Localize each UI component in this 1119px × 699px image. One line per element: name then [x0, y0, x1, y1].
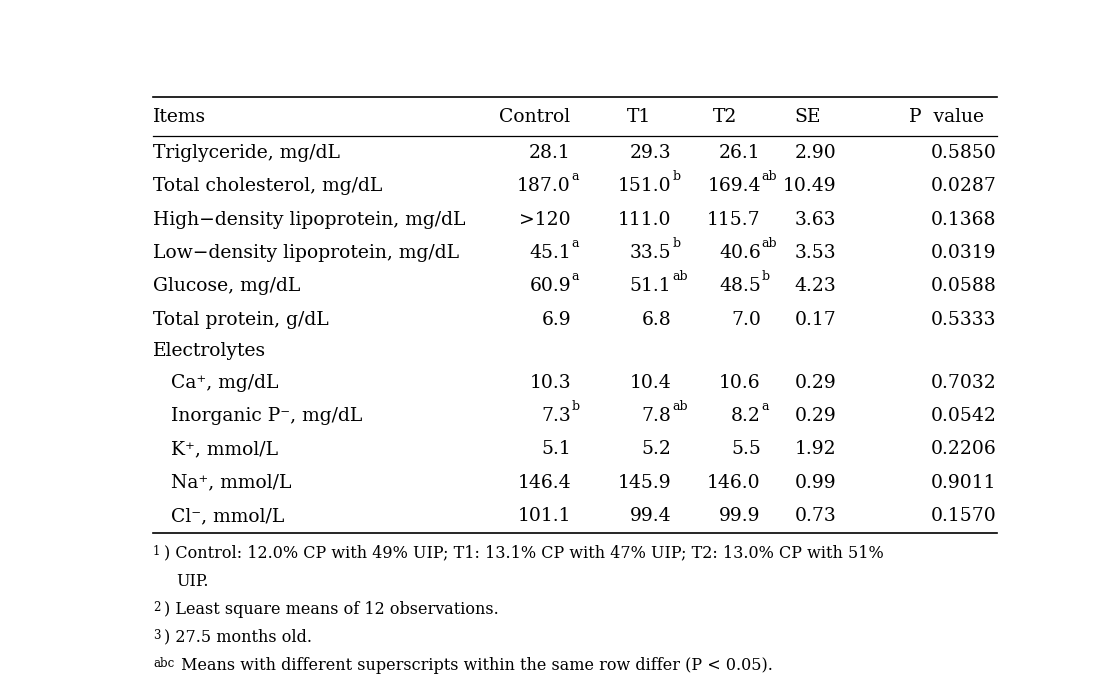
Text: 99.9: 99.9	[720, 507, 761, 525]
Text: 4.23: 4.23	[794, 278, 836, 295]
Text: a: a	[572, 170, 580, 183]
Text: 10.6: 10.6	[720, 373, 761, 391]
Text: 99.4: 99.4	[630, 507, 671, 525]
Text: 33.5: 33.5	[630, 244, 671, 262]
Text: 10.49: 10.49	[782, 177, 836, 195]
Text: 26.1: 26.1	[720, 144, 761, 161]
Text: 151.0: 151.0	[618, 177, 671, 195]
Text: 146.0: 146.0	[707, 474, 761, 491]
Text: 7.8: 7.8	[641, 407, 671, 425]
Text: Glucose, mg/dL: Glucose, mg/dL	[153, 278, 300, 295]
Text: ab: ab	[673, 270, 688, 283]
Text: 187.0: 187.0	[517, 177, 571, 195]
Text: 146.4: 146.4	[517, 474, 571, 491]
Text: Inorganic P⁻, mg/dL: Inorganic P⁻, mg/dL	[153, 407, 363, 425]
Text: 0.7032: 0.7032	[931, 373, 997, 391]
Text: Cl⁻, mmol/L: Cl⁻, mmol/L	[153, 507, 284, 525]
Text: 7.3: 7.3	[542, 407, 571, 425]
Text: 6.9: 6.9	[542, 310, 571, 329]
Text: 2: 2	[153, 600, 160, 614]
Text: SE: SE	[794, 108, 821, 127]
Text: 3: 3	[153, 628, 160, 642]
Text: 48.5: 48.5	[718, 278, 761, 295]
Text: Ca⁺, mg/dL: Ca⁺, mg/dL	[153, 373, 279, 391]
Text: 1: 1	[153, 545, 160, 558]
Text: 5.5: 5.5	[731, 440, 761, 459]
Text: 2.90: 2.90	[794, 144, 836, 161]
Text: b: b	[762, 270, 770, 283]
Text: Means with different superscripts within the same row differ (P < 0.05).: Means with different superscripts within…	[177, 656, 773, 674]
Text: 115.7: 115.7	[707, 210, 761, 229]
Text: 8.2: 8.2	[731, 407, 761, 425]
Text: 60.9: 60.9	[529, 278, 571, 295]
Text: 3.63: 3.63	[794, 210, 836, 229]
Text: 10.3: 10.3	[529, 373, 571, 391]
Text: Electrolytes: Electrolytes	[153, 342, 266, 360]
Text: 111.0: 111.0	[618, 210, 671, 229]
Text: 1.92: 1.92	[794, 440, 836, 459]
Text: 0.99: 0.99	[794, 474, 836, 491]
Text: 29.3: 29.3	[630, 144, 671, 161]
Text: 3.53: 3.53	[794, 244, 836, 262]
Text: UIP.: UIP.	[177, 572, 209, 589]
Text: b: b	[572, 400, 580, 413]
Text: 10.4: 10.4	[630, 373, 671, 391]
Text: 7.0: 7.0	[731, 310, 761, 329]
Text: 0.17: 0.17	[794, 310, 836, 329]
Text: Control: Control	[499, 108, 570, 127]
Text: 0.0588: 0.0588	[931, 278, 997, 295]
Text: 0.29: 0.29	[794, 373, 836, 391]
Text: 0.5850: 0.5850	[931, 144, 997, 161]
Text: 0.5333: 0.5333	[931, 310, 997, 329]
Text: 0.1368: 0.1368	[931, 210, 997, 229]
Text: K⁺, mmol/L: K⁺, mmol/L	[153, 440, 278, 459]
Text: Na⁺, mmol/L: Na⁺, mmol/L	[153, 474, 291, 491]
Text: T1: T1	[627, 108, 650, 127]
Text: ) Control: 12.0% CP with 49% UIP; T1: 13.1% CP with 47% UIP; T2: 13.0% CP with 5: ) Control: 12.0% CP with 49% UIP; T1: 13…	[164, 545, 884, 561]
Text: Items: Items	[153, 108, 206, 127]
Text: High−density lipoprotein, mg/dL: High−density lipoprotein, mg/dL	[153, 210, 466, 229]
Text: 5.1: 5.1	[542, 440, 571, 459]
Text: ) Least square means of 12 observations.: ) Least square means of 12 observations.	[164, 600, 499, 618]
Text: 169.4: 169.4	[707, 177, 761, 195]
Text: ) 27.5 months old.: ) 27.5 months old.	[164, 628, 312, 646]
Text: a: a	[572, 237, 580, 250]
Text: a: a	[762, 400, 769, 413]
Text: 0.73: 0.73	[794, 507, 836, 525]
Text: Triglyceride, mg/dL: Triglyceride, mg/dL	[153, 144, 340, 161]
Text: Low−density lipoprotein, mg/dL: Low−density lipoprotein, mg/dL	[153, 244, 459, 262]
Text: 45.1: 45.1	[529, 244, 571, 262]
Text: 101.1: 101.1	[517, 507, 571, 525]
Text: b: b	[673, 170, 680, 183]
Text: T2: T2	[713, 108, 737, 127]
Text: 0.1570: 0.1570	[931, 507, 997, 525]
Text: ab: ab	[762, 170, 778, 183]
Text: 5.2: 5.2	[641, 440, 671, 459]
Text: Total protein, g/dL: Total protein, g/dL	[153, 310, 329, 329]
Text: 28.1: 28.1	[529, 144, 571, 161]
Text: 0.0542: 0.0542	[931, 407, 997, 425]
Text: a: a	[572, 270, 580, 283]
Text: 0.0287: 0.0287	[931, 177, 997, 195]
Text: ab: ab	[673, 400, 688, 413]
Text: 0.29: 0.29	[794, 407, 836, 425]
Text: >120: >120	[519, 210, 571, 229]
Text: 0.9011: 0.9011	[931, 474, 997, 491]
Text: 6.8: 6.8	[641, 310, 671, 329]
Text: 0.2206: 0.2206	[931, 440, 997, 459]
Text: 145.9: 145.9	[618, 474, 671, 491]
Text: P  value: P value	[909, 108, 984, 127]
Text: ab: ab	[762, 237, 778, 250]
Text: 40.6: 40.6	[720, 244, 761, 262]
Text: abc: abc	[153, 656, 175, 670]
Text: b: b	[673, 237, 680, 250]
Text: 0.0319: 0.0319	[931, 244, 997, 262]
Text: Total cholesterol, mg/dL: Total cholesterol, mg/dL	[153, 177, 383, 195]
Text: 51.1: 51.1	[630, 278, 671, 295]
